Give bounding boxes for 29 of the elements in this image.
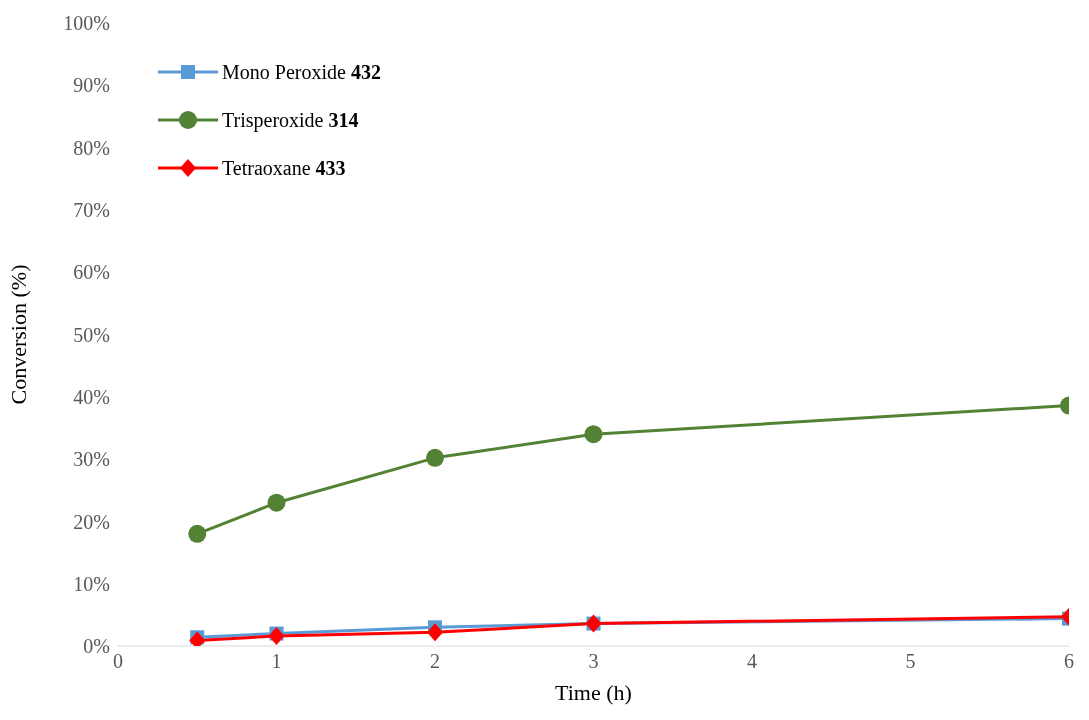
x-tick-label: 5: [905, 650, 916, 673]
point: [188, 524, 207, 543]
point: [267, 493, 286, 512]
legend-label: Tetraoxane 433: [222, 157, 346, 179]
y-tick-label: 90%: [73, 74, 110, 97]
y-tick-label: 0%: [83, 635, 110, 658]
x-tick-label: 3: [588, 650, 599, 673]
y-tick-label: 80%: [73, 136, 110, 159]
x-axis-title: Time (h): [555, 680, 632, 705]
y-tick-label: 30%: [73, 448, 110, 471]
x-tick-label: 0: [113, 650, 123, 673]
x-tick-label: 2: [430, 650, 440, 673]
point: [427, 623, 443, 642]
x-tick-label: 4: [747, 650, 757, 673]
y-tick-label: 40%: [73, 385, 110, 408]
point: [268, 627, 285, 646]
legend-label: Mono Peroxide 432: [222, 61, 381, 83]
y-tick-label: 60%: [73, 261, 110, 284]
y-tick-label: 10%: [73, 572, 110, 595]
point: [426, 448, 444, 467]
y-tick-label: 70%: [73, 199, 110, 221]
legend-label: Trisperoxide 314: [222, 109, 359, 131]
point: [584, 425, 603, 444]
y-axis-title: Conversion (%): [5, 264, 31, 405]
x-tick-label: 1: [271, 650, 282, 673]
y-tick-label: 50%: [73, 323, 110, 346]
x-tick-label: 6: [1064, 650, 1074, 673]
y-tick-label: 100%: [63, 12, 110, 35]
y-tick-label: 20%: [73, 510, 110, 533]
